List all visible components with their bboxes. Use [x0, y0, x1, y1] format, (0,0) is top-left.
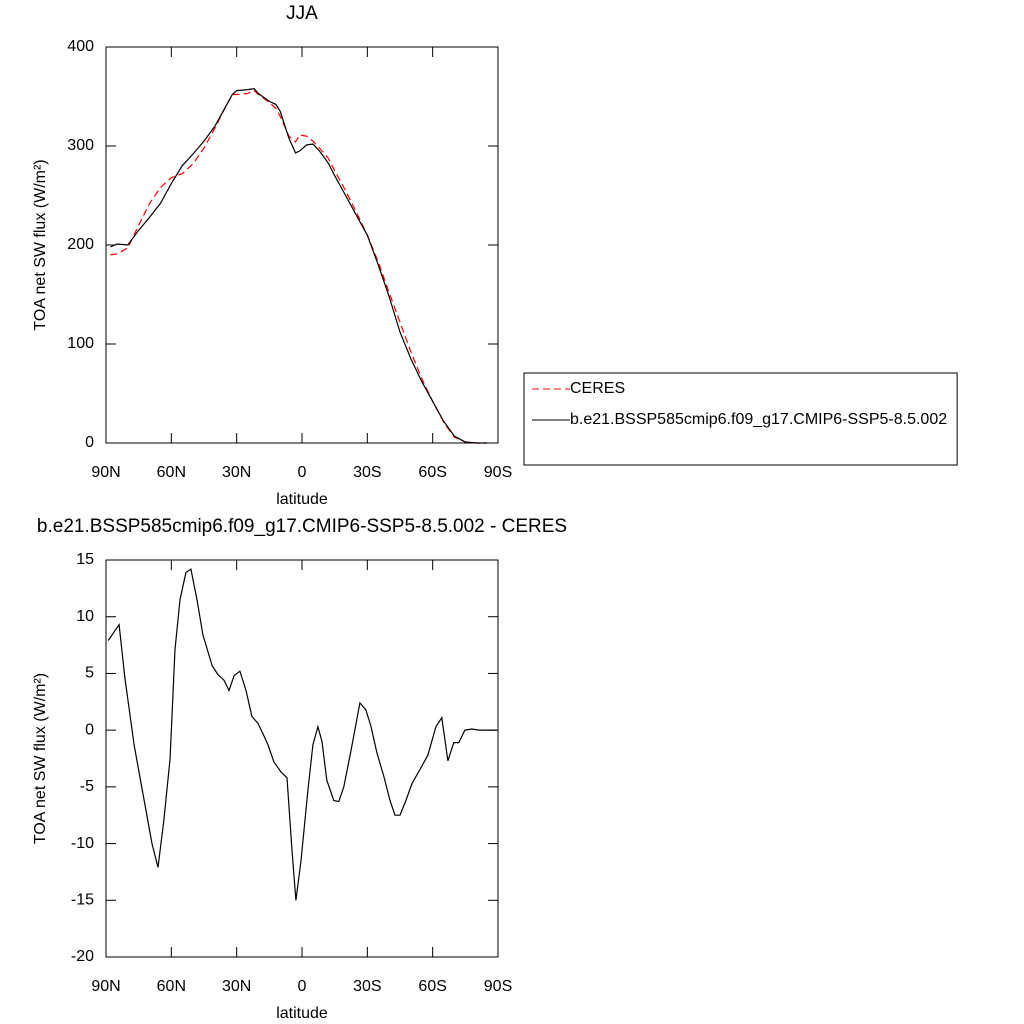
y-tick-label: -20	[71, 948, 94, 965]
data-line	[107, 568, 497, 901]
y-tick-label: 5	[85, 665, 94, 682]
x-tick-label: 60S	[418, 978, 446, 995]
y-tick-label: -15	[71, 892, 94, 909]
x-tick-label: 90S	[484, 464, 512, 481]
x-tick-label: 60S	[418, 464, 446, 481]
y-tick-label: 15	[76, 551, 94, 568]
plot-frame	[105, 46, 499, 444]
legend-label: b.e21.BSSP585cmip6.f09_g17.CMIP6-SSP5-8.…	[570, 411, 947, 428]
y-tick-label: 0	[85, 434, 94, 451]
y-tick-label: 200	[67, 236, 94, 253]
y-tick-label: 0	[85, 721, 94, 738]
x-axis-label: latitude	[276, 1005, 328, 1022]
plot-frame	[105, 559, 499, 958]
y-tick-label: -5	[80, 778, 94, 795]
x-tick-label: 30S	[353, 978, 381, 995]
x-tick-label: 60N	[157, 978, 186, 995]
x-tick-label: 90N	[91, 978, 120, 995]
x-tick-label: 0	[298, 978, 307, 995]
y-tick-label: -10	[71, 835, 94, 852]
legend-frame	[523, 372, 958, 466]
y-axis-label: TOA net SW flux (W/m²)	[32, 159, 49, 330]
legend-label: CERES	[570, 380, 625, 397]
x-tick-label: 30S	[353, 464, 381, 481]
y-tick-label: 300	[67, 137, 94, 154]
chart-title: b.e21.BSSP585cmip6.f09_g17.CMIP6-SSP5-8.…	[37, 516, 567, 537]
x-tick-label: 0	[298, 464, 307, 481]
x-axis-label: latitude	[276, 491, 328, 508]
x-tick-label: 90N	[91, 464, 120, 481]
x-tick-label: 60N	[157, 464, 186, 481]
y-axis-label: TOA net SW flux (W/m²)	[32, 673, 49, 844]
y-tick-label: 400	[67, 38, 94, 55]
data-line	[110, 87, 488, 444]
chart-title: JJA	[286, 3, 318, 24]
y-tick-label: 10	[76, 608, 94, 625]
x-tick-label: 30N	[222, 464, 251, 481]
x-tick-label: 30N	[222, 978, 251, 995]
data-line	[110, 89, 488, 444]
y-tick-label: 100	[67, 335, 94, 352]
x-tick-label: 90S	[484, 978, 512, 995]
